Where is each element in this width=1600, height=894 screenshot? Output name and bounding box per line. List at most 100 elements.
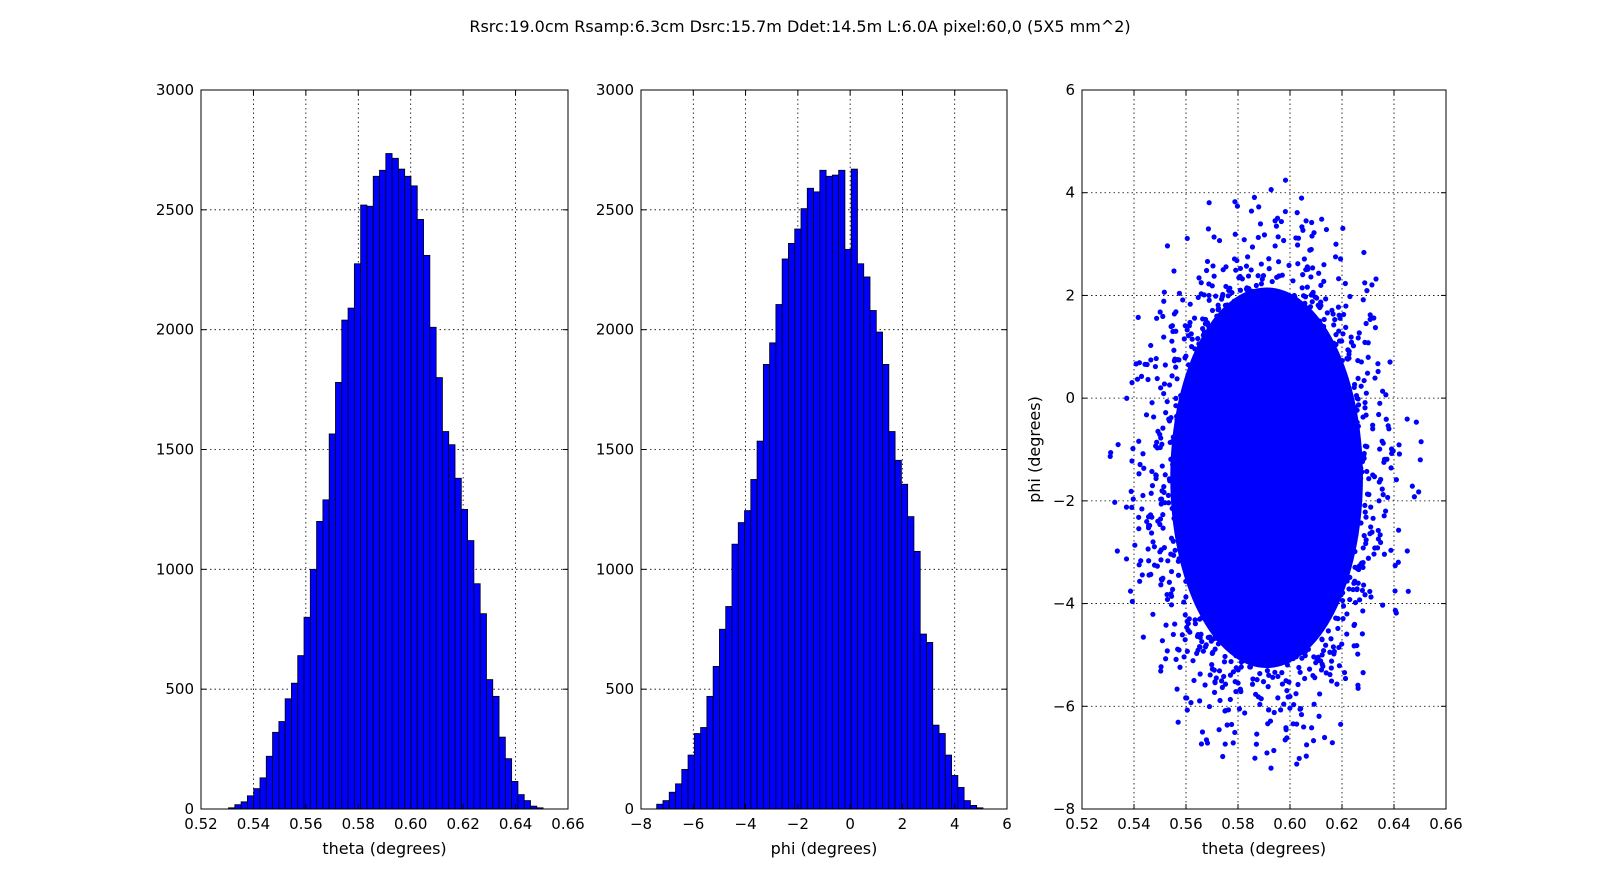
scatter-point	[1255, 273, 1261, 279]
scatter-point	[1241, 237, 1247, 243]
scatter-point	[1236, 275, 1242, 281]
histogram-bar	[706, 695, 714, 810]
x-tick-label: 0.52	[184, 815, 217, 833]
scatter-point	[1338, 721, 1344, 727]
scatter-point	[1257, 221, 1264, 227]
histogram-bar	[813, 191, 821, 810]
x-tick-label: 0.64	[499, 815, 532, 833]
histogram-bar	[662, 800, 670, 810]
scatter-point	[1310, 672, 1316, 679]
scatter-point	[1302, 675, 1308, 682]
scatter-point	[1210, 263, 1216, 269]
scatter-point	[1213, 293, 1219, 299]
scatter-point	[1137, 461, 1143, 468]
scatter-point	[1299, 655, 1305, 661]
y-tick-label: 2000	[596, 321, 634, 339]
scatter-point	[1144, 518, 1150, 525]
x-tick-label: 6	[1002, 815, 1012, 833]
scatter-point	[1333, 241, 1339, 247]
scatter-point	[1368, 524, 1374, 530]
histogram-bar	[900, 483, 909, 810]
phi-histogram-panel: −8 −6 −4 −2 0 2 4 6050010001500200025003000phi …	[596, 81, 1012, 858]
histogram-bar	[467, 540, 475, 810]
histogram-bar	[240, 801, 248, 810]
scatter-point	[1124, 395, 1130, 401]
scatter-point	[1206, 200, 1212, 206]
scatter-point	[1291, 702, 1297, 708]
y-tick-label: 500	[605, 680, 634, 698]
histogram-bar	[473, 583, 481, 810]
scatter-point	[1347, 596, 1353, 603]
scatter-point	[1174, 376, 1180, 382]
scatter-point	[1258, 261, 1264, 267]
scatter-point	[1222, 681, 1229, 687]
scatter-point	[1306, 666, 1313, 672]
scatter-point	[1370, 515, 1376, 521]
scatter-point	[1174, 686, 1180, 692]
scatter-point	[1355, 375, 1361, 382]
scatter-point	[1161, 289, 1167, 295]
scatter-point	[1157, 309, 1163, 315]
scatter-point	[1129, 598, 1135, 605]
histogram-bar	[687, 754, 695, 810]
scatter-point	[1298, 711, 1305, 718]
scatter-point	[1140, 451, 1146, 457]
histogram-bar	[775, 304, 783, 810]
scatter-point	[1218, 678, 1225, 684]
scatter-point	[1332, 317, 1338, 323]
histogram-bar	[391, 157, 399, 810]
scatter-point	[1202, 682, 1208, 688]
scatter-point	[1368, 594, 1374, 600]
scatter-point	[1130, 496, 1136, 502]
histogram-bar	[951, 775, 959, 810]
scatter-point	[1209, 283, 1215, 289]
scatter-point	[1336, 328, 1342, 334]
scatter-point	[1107, 453, 1113, 459]
scatter-point	[1284, 735, 1290, 741]
scatter-point	[1169, 338, 1175, 344]
scatter-point	[1129, 504, 1135, 510]
scatter-point	[1237, 265, 1244, 272]
scatter-point	[1163, 656, 1169, 662]
scatter-point	[1345, 347, 1351, 353]
scatter-point	[1351, 580, 1357, 586]
scatter-point	[1301, 256, 1307, 262]
scatter-point	[1346, 351, 1352, 357]
scatter-point	[1248, 208, 1255, 214]
x-tick-label: 0.52	[1065, 815, 1098, 833]
scatter-point	[1340, 603, 1347, 609]
scatter-point	[1209, 662, 1215, 668]
histogram-bar	[863, 276, 871, 810]
scatter-point	[1128, 488, 1134, 494]
scatter-point	[1323, 226, 1330, 233]
scatter-point	[1136, 514, 1142, 520]
scatter-point	[1361, 582, 1367, 588]
scatter-point	[1357, 597, 1363, 603]
scatter-point	[1235, 680, 1241, 686]
histogram-bar	[800, 208, 808, 810]
scatter-point	[1309, 291, 1315, 297]
x-tick-label: −8	[630, 815, 652, 833]
scatter-point	[1169, 323, 1176, 329]
scatter-point	[1209, 307, 1216, 314]
scatter-point	[1381, 513, 1387, 519]
histogram-bar	[517, 794, 525, 810]
scatter-point	[1154, 563, 1160, 569]
scatter-point	[1300, 293, 1307, 299]
y-tick-label: 1500	[596, 441, 634, 459]
histogram-bar	[888, 431, 896, 810]
histogram-bar	[819, 169, 827, 810]
scatter-point	[1230, 740, 1236, 746]
scatter-point	[1160, 313, 1166, 320]
scatter-point	[1327, 649, 1333, 655]
scatter-point	[1175, 572, 1182, 578]
scatter-point	[1127, 588, 1134, 594]
scatter-point	[1169, 586, 1176, 593]
scatter-point	[1183, 695, 1189, 701]
scatter-point	[1185, 620, 1191, 627]
scatter-point	[1381, 456, 1388, 463]
scatter-point	[1348, 334, 1354, 340]
scatter-point	[1163, 622, 1169, 628]
scatter-point	[1340, 616, 1346, 622]
histogram-bar	[913, 550, 921, 810]
